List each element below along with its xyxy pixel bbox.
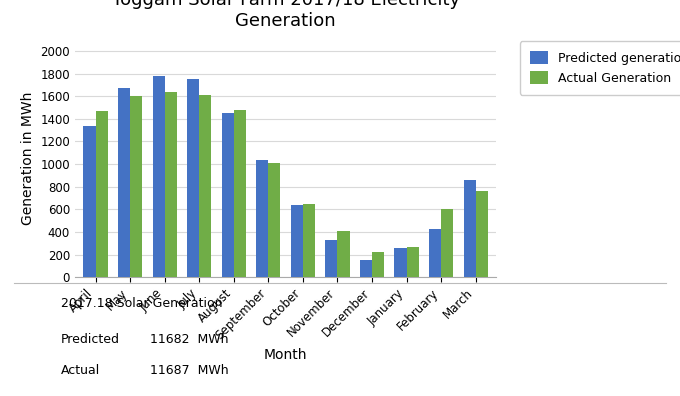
Bar — [325, 240, 337, 277]
X-axis label: Month: Month — [264, 348, 307, 362]
Text: Predicted: Predicted — [61, 333, 120, 346]
Title: Toggam Solar Farm 2017/18 Electricity
Generation: Toggam Solar Farm 2017/18 Electricity Ge… — [112, 0, 460, 30]
Bar — [464, 180, 476, 277]
Bar — [152, 76, 165, 277]
Bar — [337, 231, 350, 277]
Legend: Predicted generation, Actual Generation: Predicted generation, Actual Generation — [520, 41, 680, 95]
Bar — [222, 113, 234, 277]
Bar — [269, 163, 280, 277]
Bar — [407, 247, 419, 277]
Bar — [187, 79, 199, 277]
Bar — [84, 126, 95, 277]
Bar — [95, 111, 107, 277]
Bar — [303, 204, 315, 277]
Bar — [199, 95, 211, 277]
Bar — [118, 88, 130, 277]
Bar — [256, 160, 269, 277]
Text: 2017.18 Solar Generation: 2017.18 Solar Generation — [61, 297, 222, 310]
Text: 11687  MWh: 11687 MWh — [150, 364, 228, 377]
Text: Actual: Actual — [61, 364, 101, 377]
Bar — [360, 260, 372, 277]
Bar — [441, 209, 453, 277]
Bar — [372, 252, 384, 277]
Bar — [234, 110, 246, 277]
Bar — [165, 91, 177, 277]
Bar — [476, 191, 488, 277]
Bar — [429, 229, 441, 277]
Bar — [291, 205, 303, 277]
Bar — [130, 96, 142, 277]
Y-axis label: Generation in MWh: Generation in MWh — [20, 92, 35, 225]
Text: 11682  MWh: 11682 MWh — [150, 333, 228, 346]
Bar — [394, 248, 407, 277]
